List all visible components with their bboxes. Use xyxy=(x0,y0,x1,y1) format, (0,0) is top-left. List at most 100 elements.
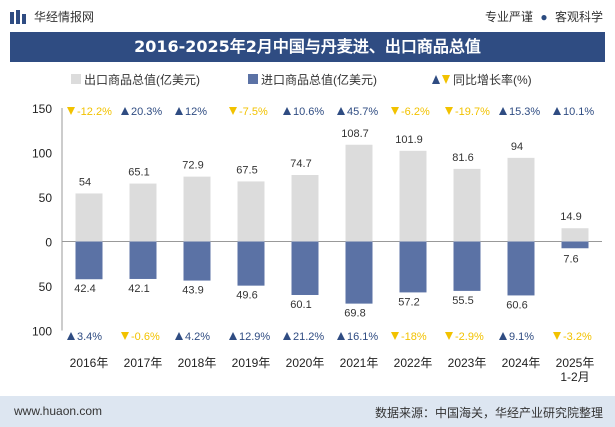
x-tick-label: 2016年 xyxy=(70,356,109,370)
import-bar xyxy=(129,241,157,279)
import-value-label: 42.1 xyxy=(128,283,149,295)
export-bar xyxy=(399,150,427,242)
export-value-label: 108.7 xyxy=(341,128,369,140)
import-bar xyxy=(453,241,481,291)
import-growth-up-icon xyxy=(229,332,237,340)
export-growth-up-icon xyxy=(121,107,129,115)
import-value-label: 55.5 xyxy=(452,295,473,307)
footer-site: www.huaon.com xyxy=(14,404,103,418)
legend-import-swatch xyxy=(248,74,258,84)
y-tick-label: 50 xyxy=(39,191,53,205)
y-tick-label: 100 xyxy=(32,147,52,161)
chart-title: 2016-2025年2月中国与丹麦进、出口商品总值 xyxy=(10,32,605,62)
export-growth-down-icon xyxy=(67,107,75,115)
export-bar xyxy=(237,181,265,242)
import-value-label: 49.6 xyxy=(236,290,257,302)
legend-down-icon xyxy=(442,75,450,84)
y-tick-label: 100 xyxy=(32,325,52,339)
export-growth-down-icon xyxy=(445,107,453,115)
import-value-label: 60.6 xyxy=(506,299,527,311)
export-growth-label: -6.2% xyxy=(401,106,430,118)
export-bar xyxy=(291,175,319,242)
import-bar xyxy=(75,241,103,280)
import-bar xyxy=(507,241,535,296)
import-value-label: 42.4 xyxy=(74,283,95,295)
export-growth-up-icon xyxy=(499,107,507,115)
import-value-label: 43.9 xyxy=(182,285,203,297)
import-bar xyxy=(399,241,427,293)
import-bar xyxy=(237,241,265,286)
y-tick-label: 50 xyxy=(39,280,53,294)
import-bar xyxy=(291,241,319,295)
import-growth-label: -18% xyxy=(401,331,427,343)
export-growth-label: -7.5% xyxy=(239,106,268,118)
import-growth-label: 21.2% xyxy=(293,331,324,343)
export-bar xyxy=(345,144,373,242)
x-tick-label: 2017年 xyxy=(124,356,163,370)
import-growth-down-icon xyxy=(445,332,453,340)
tagline-dot: ● xyxy=(540,10,548,24)
x-tick-label: 2019年 xyxy=(232,356,271,370)
export-growth-label: -19.7% xyxy=(455,106,490,118)
export-bar xyxy=(561,228,589,242)
export-growth-up-icon xyxy=(337,107,345,115)
import-growth-label: 4.2% xyxy=(185,331,210,343)
import-bar xyxy=(345,241,373,304)
export-value-label: 14.9 xyxy=(560,211,581,223)
import-growth-label: 9.1% xyxy=(509,331,534,343)
legend-export-swatch xyxy=(71,74,81,84)
export-bar xyxy=(75,193,103,242)
export-bar xyxy=(183,176,211,242)
tagline-left: 专业严谨 xyxy=(485,10,534,24)
import-growth-label: 12.9% xyxy=(239,331,270,343)
brand-name: 华经情报网 xyxy=(34,10,95,24)
export-value-label: 65.1 xyxy=(128,167,149,179)
import-value-label: 69.8 xyxy=(344,308,365,320)
import-growth-down-icon xyxy=(553,332,561,340)
footer-source: 数据来源：中国海关，华经产业研究院整理 xyxy=(374,406,603,420)
export-growth-up-icon xyxy=(553,107,561,115)
import-bar xyxy=(183,241,211,281)
legend-export-label: 出口商品总值(亿美元) xyxy=(84,72,200,87)
x-tick-label: 2020年 xyxy=(286,356,325,370)
export-value-label: 72.9 xyxy=(182,160,203,172)
export-growth-label: 45.7% xyxy=(347,106,378,118)
x-tick-label: 2023年 xyxy=(448,356,487,370)
import-growth-label: 3.4% xyxy=(77,331,102,343)
x-tick-label: 1-2月 xyxy=(560,370,589,384)
import-growth-label: -0.6% xyxy=(131,331,160,343)
import-growth-down-icon xyxy=(121,332,129,340)
x-tick-label: 2021年 xyxy=(340,356,379,370)
import-growth-up-icon xyxy=(283,332,291,340)
logo-icon xyxy=(10,9,26,24)
x-tick-label: 2024年 xyxy=(502,356,541,370)
export-value-label: 81.6 xyxy=(452,152,473,164)
import-value-label: 7.6 xyxy=(563,253,578,265)
legend-import-label: 进口商品总值(亿美元) xyxy=(261,72,377,87)
export-value-label: 54 xyxy=(79,176,91,188)
export-growth-label: 10.6% xyxy=(293,106,324,118)
y-tick-label: 0 xyxy=(45,236,52,250)
import-growth-up-icon xyxy=(337,332,345,340)
tagline-right: 客观科学 xyxy=(554,10,603,24)
export-growth-label: 15.3% xyxy=(509,106,540,118)
legend-growth-label: 同比增长率(%) xyxy=(453,72,532,87)
y-tick-label: 150 xyxy=(32,102,52,116)
import-growth-label: -3.2% xyxy=(563,331,592,343)
import-value-label: 57.2 xyxy=(398,296,419,308)
top-bar: 华经情报网 专业严谨 ● 客观科学 xyxy=(0,0,615,32)
brand: 华经情报网 xyxy=(10,8,94,25)
legend-up-icon xyxy=(432,75,440,84)
export-growth-label: 10.1% xyxy=(563,106,594,118)
import-value-label: 60.1 xyxy=(290,299,311,311)
x-tick-label: 2018年 xyxy=(178,356,217,370)
import-growth-label: -2.9% xyxy=(455,331,484,343)
import-bar xyxy=(561,241,589,249)
export-bar xyxy=(507,157,535,242)
x-tick-label: 2022年 xyxy=(394,356,433,370)
footer: www.huaon.com 数据来源：中国海关，华经产业研究院整理 xyxy=(0,396,615,427)
export-bar xyxy=(129,183,157,242)
export-growth-down-icon xyxy=(229,107,237,115)
chart: 出口商品总值(亿美元) 进口商品总值(亿美元) 同比增长率(%) 150 100 50 0 5… xyxy=(32,72,602,384)
